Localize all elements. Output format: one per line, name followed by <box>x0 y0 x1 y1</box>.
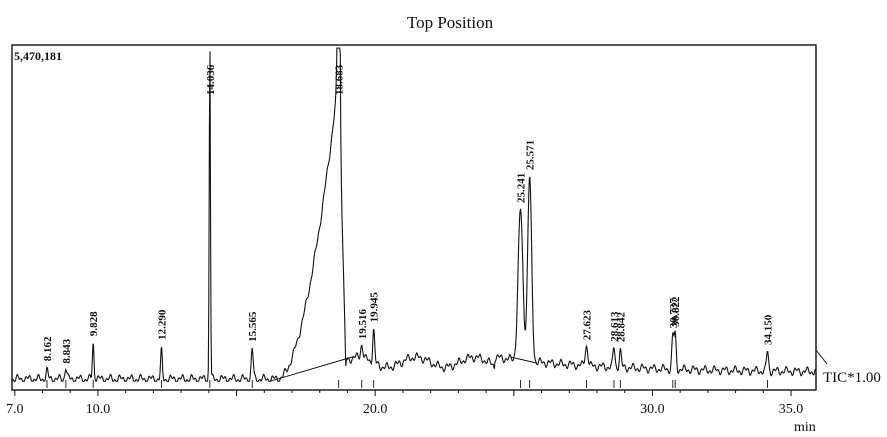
peak-label: 12.290 <box>156 309 168 340</box>
peak-label: 19.516 <box>357 308 369 339</box>
integration-baseline <box>510 356 537 364</box>
peak-label: 18.683 <box>334 64 346 95</box>
peak-label: 19.945 <box>369 292 381 323</box>
trace-label: TIC*1.00 <box>823 370 881 386</box>
trace-label-leader <box>815 349 828 365</box>
peak-label: 25.241 <box>516 173 528 203</box>
peak-label: 28.842 <box>615 311 627 342</box>
x-tick-label: 20.0 <box>363 402 388 417</box>
chart-title: Top Position <box>407 13 494 32</box>
max-intensity-label: 5,470,181 <box>14 49 62 63</box>
peak-label: 15.565 <box>247 311 259 342</box>
peak-label: 27.623 <box>582 310 594 341</box>
peak-label: 8.843 <box>61 338 73 363</box>
x-axis: 7.0 10.0 20.0 30.0 35.0 <box>6 390 803 417</box>
baseline-group <box>269 356 537 382</box>
peak-label: 30.822 <box>670 296 682 327</box>
peak-label: 9.828 <box>88 311 100 336</box>
x-tick-label: 10.0 <box>86 402 111 417</box>
x-axis-unit-label: min <box>794 420 816 435</box>
peak-label: 25.571 <box>525 140 537 170</box>
trace-group <box>11 47 816 383</box>
peak-label: 8.162 <box>42 336 54 361</box>
integration-baseline <box>269 356 354 382</box>
x-tick-label: 35.0 <box>779 402 804 417</box>
peak-label: 34.150 <box>763 314 775 345</box>
x-tick-label: 7.0 <box>6 402 24 417</box>
peak-label: 30.737 <box>668 298 680 329</box>
tic-trace-line <box>11 47 816 383</box>
peak-labels: 8.162 8.843 9.828 12.290 14.036 15.565 18.683 1… <box>42 64 775 388</box>
peak-label: 28.613 <box>609 311 621 342</box>
plot-frame <box>11 44 817 391</box>
x-tick-label: 30.0 <box>640 402 665 417</box>
peak-label: 14.036 <box>205 64 217 95</box>
